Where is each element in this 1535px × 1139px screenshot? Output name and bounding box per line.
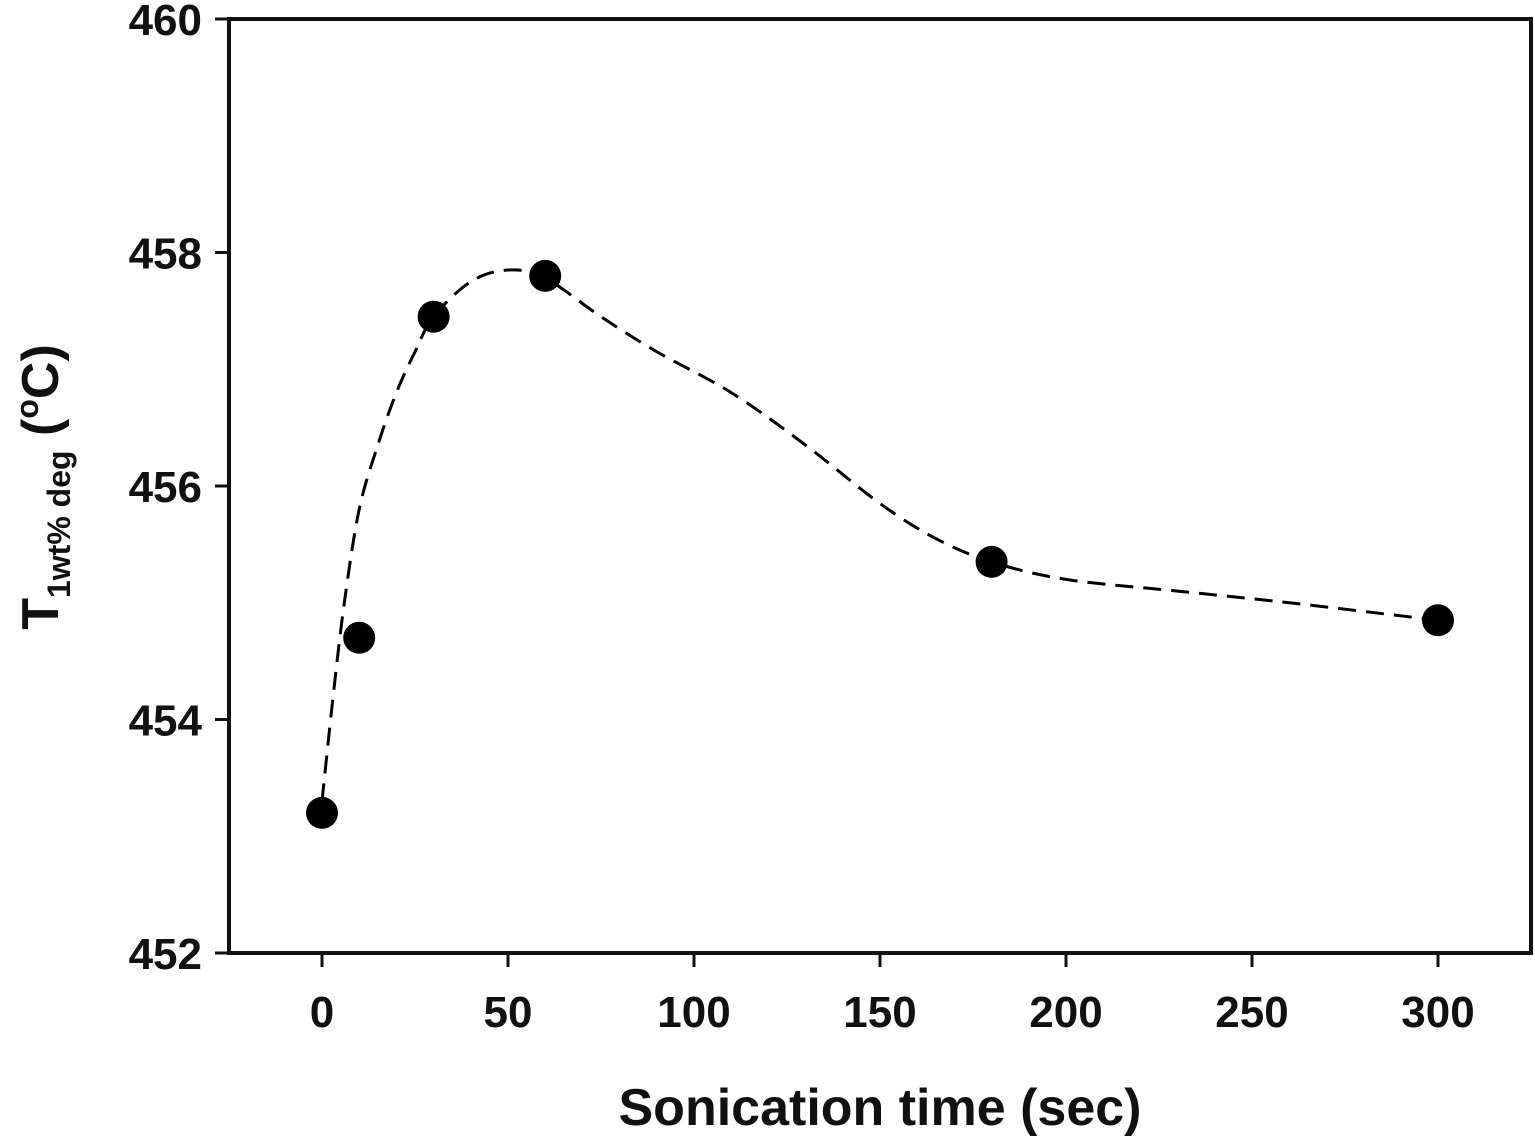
y-tick-label: 454 [129,697,203,746]
y-axis-title: T1wt% deg (oC) [9,344,77,630]
x-tick-label: 50 [484,988,533,1037]
y-axis-title-main: T [12,598,70,630]
y-axis-title-subscript: 1wt% deg [41,450,77,598]
x-tick-label: 100 [657,988,730,1037]
x-axis-title: Sonication time (sec) [619,1079,1142,1137]
y-axis-title-unit-rest: C) [12,344,70,399]
x-tick-label: 300 [1401,988,1474,1037]
data-point [343,621,376,654]
plot-area [306,259,1454,829]
y-axis-title-unit-sup: o [9,399,45,419]
tick-labels: 0 50 100 150 200 250 300 452 454 456 458 460 [129,0,1475,1037]
axes [215,17,1533,967]
x-tick-label: 200 [1029,988,1102,1037]
plot-frame [227,17,1533,955]
y-tick-label: 458 [129,230,202,279]
data-point [1422,604,1454,637]
fit-curve [320,268,1439,802]
data-point [306,796,338,829]
x-tick-label: 0 [310,988,334,1037]
data-point [975,545,1008,578]
data-point [417,300,450,333]
y-axis-title-unit-open: ( [12,418,70,450]
x-tick-label: 150 [843,988,916,1037]
y-tick-label: 456 [129,463,202,512]
x-tick-label: 250 [1215,988,1288,1037]
data-point [529,259,562,292]
y-tick-label: 460 [129,0,202,45]
y-tick-label: 452 [129,930,202,979]
